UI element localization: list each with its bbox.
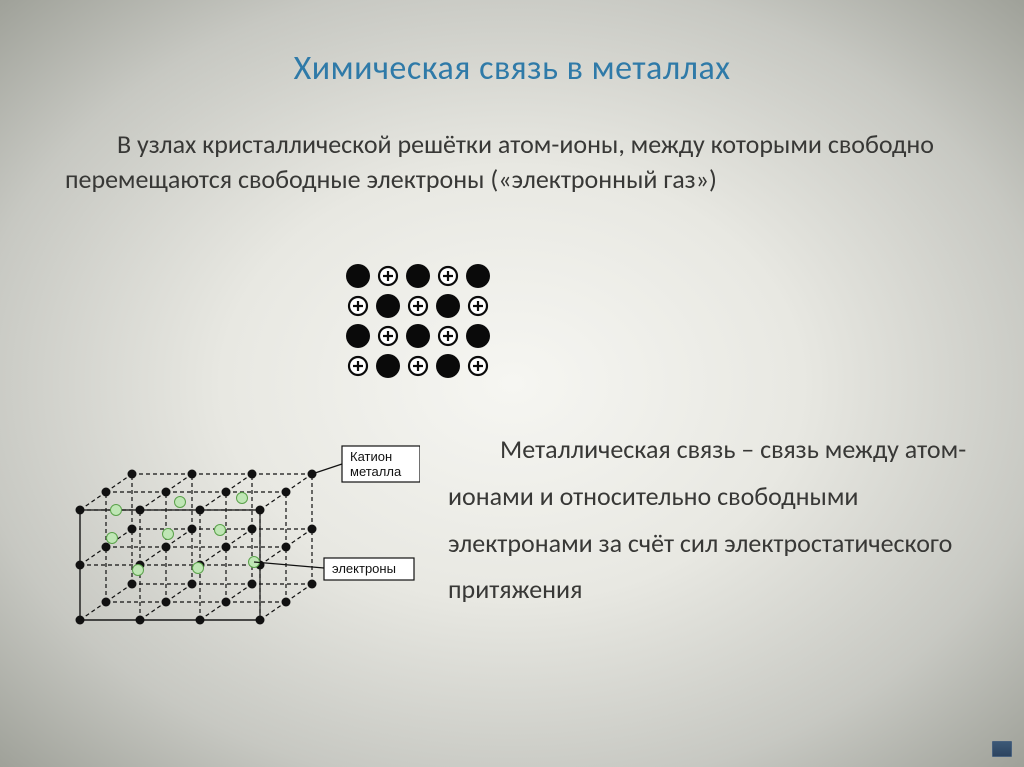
crystal-lattice-diagram: Катионметалла электроны	[60, 430, 420, 650]
content-row: Катионметалла электроны Металлическая свя…	[60, 400, 969, 655]
intro-paragraph: В узлах кристаллической решётки атом-ион…	[65, 127, 959, 197]
svg-text:электроны: электроны	[332, 561, 396, 576]
lattice-diagram-wrap: Катионметалла электроны	[60, 430, 420, 655]
svg-text:Катион: Катион	[350, 449, 392, 464]
slide: Химическая связь в металлах В узлах крис…	[0, 0, 1024, 767]
corner-widget-icon	[992, 741, 1012, 757]
svg-text:металла: металла	[350, 464, 402, 479]
electron-gas-diagram	[340, 258, 520, 398]
definition-paragraph: Металлическая связь – связь между атом-и…	[448, 426, 969, 613]
slide-title: Химическая связь в металлах	[55, 48, 969, 89]
